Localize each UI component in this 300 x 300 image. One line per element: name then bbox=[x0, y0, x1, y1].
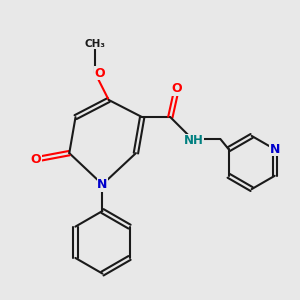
Text: N: N bbox=[97, 178, 108, 191]
Text: NH: NH bbox=[184, 134, 204, 147]
Text: N: N bbox=[269, 143, 280, 156]
Text: CH₃: CH₃ bbox=[85, 39, 106, 49]
Text: O: O bbox=[171, 82, 182, 95]
Text: O: O bbox=[94, 67, 105, 80]
Text: O: O bbox=[31, 153, 41, 166]
